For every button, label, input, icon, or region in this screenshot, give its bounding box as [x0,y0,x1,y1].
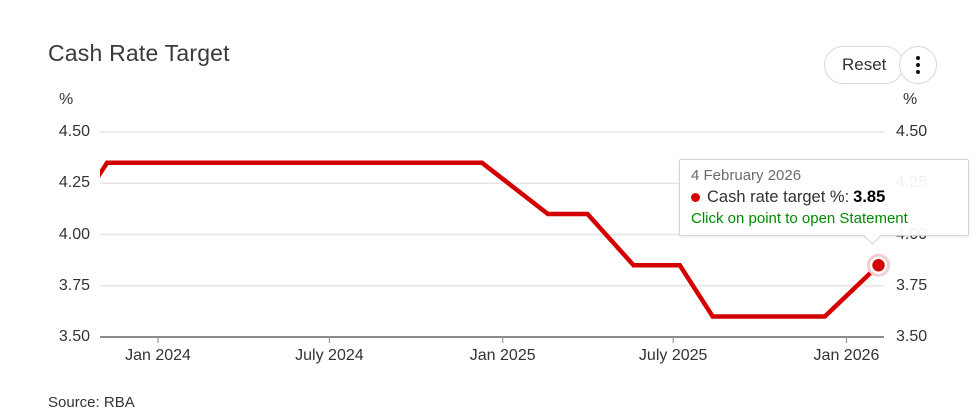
x-axis-tick-label: Jan 2025 [469,347,536,364]
y-axis-tick-label-left: 4.25 [58,174,90,192]
x-axis-tick-label: July 2024 [295,347,364,364]
tooltip-series-label: Cash rate target %: [707,188,850,206]
y-axis-tick-label-left: 3.75 [58,276,90,294]
x-axis-tick-label: Jan 2024 [125,347,191,364]
y-axis-unit-right: % [903,91,918,108]
tooltip-date: 4 February 2026 [691,167,802,184]
chart-menu-button[interactable] [899,46,937,84]
tooltip-value: 3.85 [853,188,886,206]
source-note: Source: RBA [48,394,135,411]
kebab-menu-icon [916,70,920,74]
kebab-menu-icon [916,63,920,67]
x-axis-tick-label: July 2025 [638,347,708,364]
kebab-menu-icon [916,56,920,60]
y-axis-tick-label-right: 3.75 [896,276,928,294]
tooltip-hint[interactable]: Click on point to open Statement [691,210,908,227]
x-axis-tick-label: Jan 2026 [813,347,880,364]
y-axis-unit-left: % [59,91,74,108]
reset-button[interactable]: Reset [824,46,905,84]
cash-rate-line-series[interactable] [73,160,881,319]
latest-point-marker[interactable] [872,259,885,272]
tooltip: 4 February 2026 Cash rate target %: 3.85 … [679,159,969,245]
series-bullet-icon [691,193,700,202]
y-axis-tick-label-left: 3.50 [58,328,90,345]
tooltip-series-row: Cash rate target %: 3.85 [691,188,957,207]
y-axis-tick-label-left: 4.00 [58,225,90,243]
y-axis-tick-label-right: 4.50 [896,123,928,140]
y-axis-tick-label-right: 3.50 [896,328,928,345]
page-title: Cash Rate Target [48,40,230,66]
y-axis-tick-label-left: 4.50 [58,123,90,140]
